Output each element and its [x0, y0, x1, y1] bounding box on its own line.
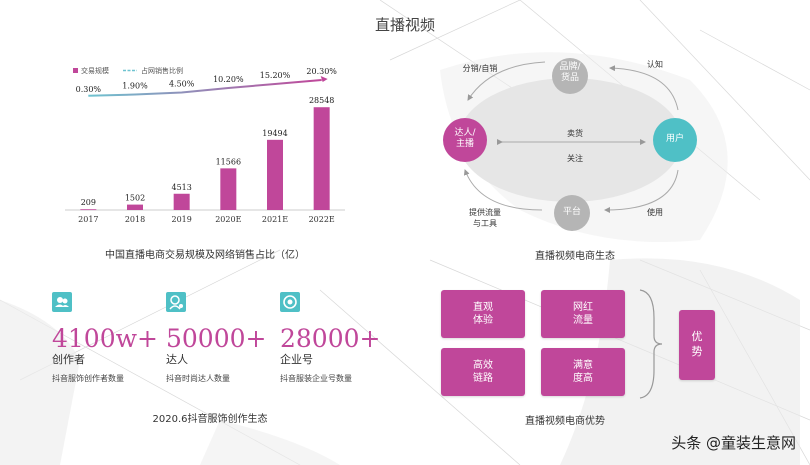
advantage-efficient: 高效 链路 [441, 348, 525, 396]
line-value-label: 1.90% [122, 82, 148, 91]
line-value-label: 15.20% [260, 71, 291, 80]
advantage-satisfaction: 满意 度高 [541, 348, 625, 396]
traffic-label: 提供流量 与工具 [469, 208, 501, 228]
brand-node [552, 58, 588, 94]
bar-value-label: 4513 [171, 183, 191, 192]
x-tick-label: 2018 [125, 215, 145, 224]
line-value-label: 0.30% [76, 85, 102, 94]
bar [80, 209, 97, 211]
recognition-label: 认知 [647, 60, 663, 69]
bar [173, 193, 190, 210]
bar [127, 204, 143, 210]
bar-value-label: 209 [81, 198, 96, 207]
distribution-label: 分销/自销 [462, 64, 498, 73]
x-tick-label: 2019 [171, 215, 191, 224]
ecosystem-ellipse [458, 78, 682, 202]
stat-influencers: 50000+ 达人 抖音时尚达人数量 [166, 292, 266, 384]
bar-line-chart: 交易规模 占网销售比例 209 2017 0.30% 1502 2018 1.90% 4513 2… [65, 66, 345, 224]
x-tick-label: 2017 [78, 215, 98, 224]
selling-label: 卖货 [567, 129, 583, 138]
line-value-label: 10.20% [213, 75, 244, 84]
x-tick-label: 2020E [215, 215, 241, 224]
stats-caption: 2020.6抖音服饰创作生态 [152, 414, 268, 425]
user-node [653, 118, 697, 162]
stat-number: 50000+ [166, 324, 267, 353]
stat-label: 达人 [166, 353, 188, 366]
line-arrowhead [320, 76, 328, 82]
advantage-summary: 优 势 [679, 310, 715, 380]
stat-sub: 抖音时尚达人数量 [166, 374, 230, 383]
stat-label: 创作者 [52, 353, 85, 366]
enterprise-icon [280, 292, 300, 312]
stat-number: 28000+ [280, 324, 381, 353]
stat-sub: 抖音服装企业号数量 [280, 374, 352, 383]
ecosystem-title: 直播视频电商生态 [535, 251, 615, 262]
stat-creators: 4100w+ 创作者 抖音服饰创作者数量 [52, 292, 158, 384]
bar-value-label: 1502 [125, 194, 145, 203]
bar [220, 168, 237, 210]
bar [313, 107, 330, 210]
brand-label: 品牌/ 货品 [559, 62, 581, 83]
advantages-title: 直播视频电商优势 [525, 416, 605, 427]
legend-swatch-bars [73, 68, 78, 73]
advantage-intuitive: 直观 体验 [441, 290, 525, 338]
watermark-text: 头条 @童装生意网 [671, 434, 796, 452]
line-value-label: 4.50% [169, 79, 195, 88]
x-tick-label: 2021E [262, 215, 288, 224]
bar [267, 139, 283, 210]
stat-enterprises: 28000+ 企业号 抖音服装企业号数量 [280, 292, 380, 384]
bar-value-label: 11566 [216, 157, 241, 166]
stat-label: 企业号 [280, 353, 313, 366]
ecosystem-diagram [443, 58, 697, 231]
advantage-bracket [639, 289, 663, 399]
page-title: 直播视频 [374, 16, 435, 34]
talent-node [443, 118, 487, 162]
bar-value-label: 28548 [309, 96, 334, 105]
x-tick-label: 2022E [309, 215, 335, 224]
influencer-icon [166, 292, 186, 312]
stat-number: 4100w+ [52, 324, 158, 353]
creators-icon [52, 292, 72, 312]
usage-label: 使用 [647, 208, 663, 217]
line-value-label: 20.30% [306, 67, 337, 76]
share-line [88, 79, 322, 97]
legend-label-line: 占网销售比例 [141, 66, 183, 75]
platform-label: 平台 [562, 207, 581, 217]
advantage-traffic: 网红 流量 [541, 290, 625, 338]
bar-value-label: 19494 [262, 129, 287, 138]
follow-label: 关注 [567, 154, 583, 163]
legend-label-bars: 交易规模 [81, 66, 109, 75]
talent-label: 达人/ 主播 [454, 128, 476, 149]
stat-sub: 抖音服饰创作者数量 [52, 374, 124, 383]
platform-node [554, 195, 590, 231]
user-label: 用户 [665, 134, 684, 144]
chart-title: 中国直播电商交易规模及网络销售占比（亿） [105, 250, 305, 261]
